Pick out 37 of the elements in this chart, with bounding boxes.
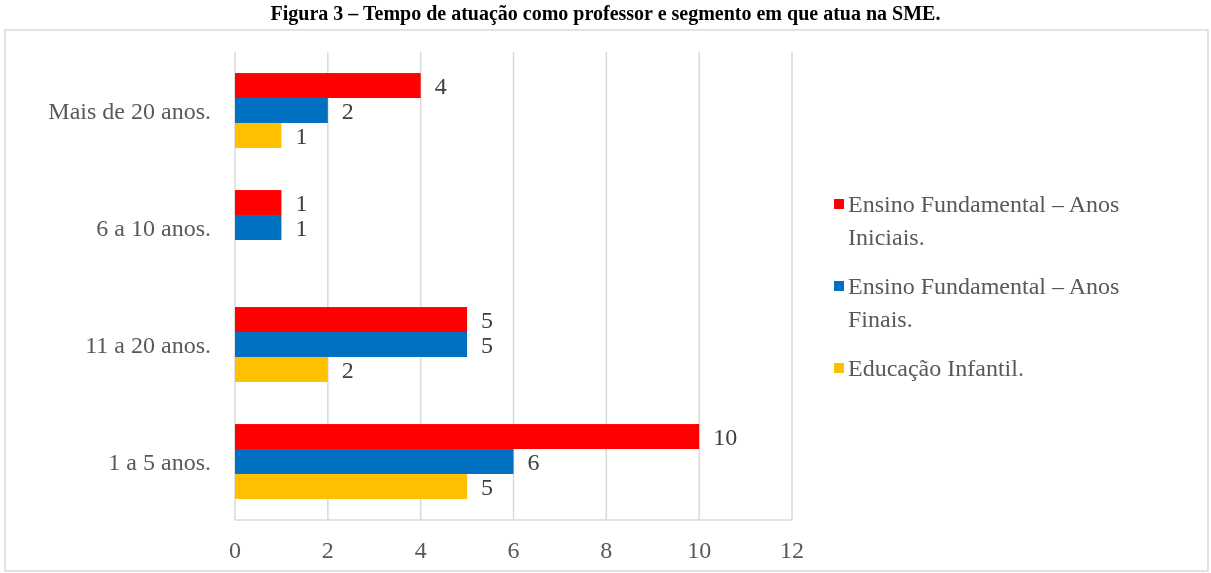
x-tick-label: 4 <box>414 537 427 563</box>
data-label: 5 <box>481 473 494 500</box>
bar <box>235 98 328 123</box>
bar <box>235 190 282 216</box>
x-tick-label: 10 <box>687 537 712 563</box>
y-tick-label: 6 a 10 anos. <box>96 214 211 241</box>
data-label: 1 <box>295 214 308 241</box>
data-label: 2 <box>341 97 354 124</box>
data-label: 2 <box>341 356 354 383</box>
data-label: 5 <box>481 331 494 358</box>
x-tick-label: 6 <box>507 537 520 563</box>
bar <box>235 307 468 333</box>
x-tick-label: 8 <box>600 537 613 563</box>
bar <box>235 449 514 474</box>
data-label: 6 <box>527 448 540 475</box>
chart-title: Figura 3 – Tempo de atuação como professor e segmento em que atua na SME. <box>270 2 941 25</box>
bar <box>235 356 328 382</box>
data-label: 1 <box>295 122 308 149</box>
y-tick-label: Mais de 20 anos. <box>48 97 211 124</box>
data-label: 1 <box>295 189 308 216</box>
bar <box>235 73 421 99</box>
bar <box>235 332 468 357</box>
x-tick-label: 12 <box>780 537 804 563</box>
x-tick-label: 0 <box>229 537 241 563</box>
data-label: 5 <box>481 306 494 333</box>
bar <box>235 215 282 240</box>
legend-label: Ensino Fundamental – Anos Finais. <box>848 273 1120 333</box>
data-label: 10 <box>713 423 738 450</box>
y-tick-label: 1 a 5 anos. <box>108 448 211 475</box>
y-tick-label: 11 a 20 anos. <box>85 331 211 358</box>
x-tick-label: 2 <box>321 537 334 563</box>
data-label: 4 <box>434 72 447 99</box>
bar <box>235 424 700 450</box>
legend-label: Educação Infantil. <box>848 355 1024 382</box>
legend-label: Ensino Fundamental – Anos Iniciais. <box>848 191 1120 251</box>
bar <box>235 473 468 499</box>
bar <box>235 122 282 148</box>
